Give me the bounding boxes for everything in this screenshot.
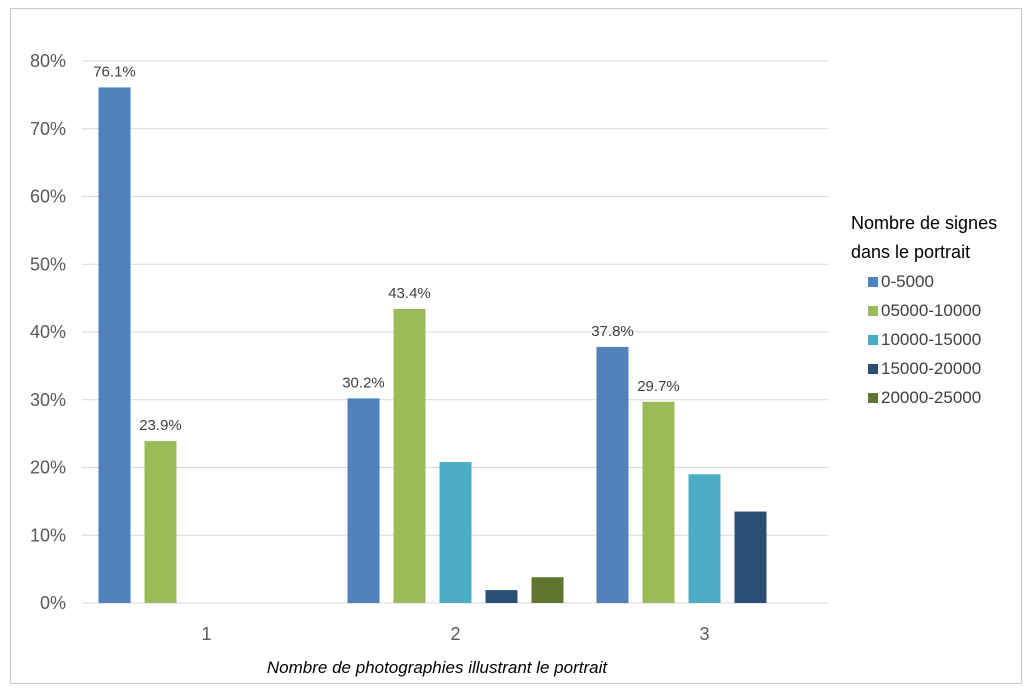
chart-frame xyxy=(10,8,1022,684)
bars xyxy=(98,87,767,604)
legend-label: 15000-20000 xyxy=(881,358,982,378)
legend-item: 05000-10000 xyxy=(868,296,1031,325)
legend-item: 15000-20000 xyxy=(868,354,1031,383)
legend: Nombre de signes dans le portrait 0-5000… xyxy=(851,209,1031,412)
legend-swatch xyxy=(868,305,878,316)
legend-label: 10000-15000 xyxy=(881,329,982,349)
legend-label: 05000-10000 xyxy=(881,300,982,320)
bar xyxy=(393,308,426,603)
bar xyxy=(642,401,675,603)
data-label: 37.8% xyxy=(591,323,634,340)
data-label: 23.9% xyxy=(139,417,182,434)
bar xyxy=(98,87,131,604)
data-label: 76.1% xyxy=(93,63,136,80)
y-tick-label: 0% xyxy=(40,593,66,613)
y-tick-label: 80% xyxy=(30,51,66,71)
y-axis-ticks: 0% 10% 20% 30% 40% 50% 60% 70% 80% xyxy=(30,51,66,613)
x-tick-label: 1 xyxy=(201,624,211,644)
y-tick-label: 10% xyxy=(30,525,66,545)
legend-item: 10000-15000 xyxy=(868,325,1031,354)
y-tick-label: 50% xyxy=(30,254,66,274)
data-label: 43.4% xyxy=(388,285,431,302)
legend-label: 20000-25000 xyxy=(881,387,982,407)
legend-item: 0-5000 xyxy=(868,267,1031,296)
data-labels: 76.1% 23.9% 30.2% 43.4% 37.8% 29.7% xyxy=(93,63,680,434)
bar xyxy=(596,346,629,603)
bar xyxy=(144,441,177,603)
bar xyxy=(531,577,564,603)
legend-swatch xyxy=(868,392,878,403)
legend-label: 0-5000 xyxy=(881,271,934,291)
bar xyxy=(347,398,380,603)
bar xyxy=(485,590,518,603)
bar xyxy=(734,511,767,603)
legend-swatch xyxy=(868,334,878,345)
legend-swatch xyxy=(868,363,878,374)
y-tick-label: 60% xyxy=(30,187,66,207)
legend-items: 0-5000 05000-10000 10000-15000 15000-20000 2… xyxy=(851,267,1031,412)
y-tick-label: 40% xyxy=(30,322,66,342)
bar xyxy=(688,474,721,603)
x-tick-label: 3 xyxy=(699,624,709,644)
x-axis-ticks: 1 2 3 xyxy=(201,624,709,644)
legend-item: 20000-25000 xyxy=(868,383,1031,412)
y-tick-label: 30% xyxy=(30,390,66,410)
y-tick-label: 20% xyxy=(30,458,66,478)
x-axis-title: Nombre de photographies illustrant le po… xyxy=(267,658,608,677)
y-tick-label: 70% xyxy=(30,119,66,139)
x-tick-label: 2 xyxy=(450,624,460,644)
data-label: 30.2% xyxy=(342,374,385,391)
data-label: 29.7% xyxy=(637,378,680,395)
bar xyxy=(439,462,472,603)
legend-title: Nombre de signes dans le portrait xyxy=(851,213,998,262)
legend-swatch xyxy=(868,276,878,287)
